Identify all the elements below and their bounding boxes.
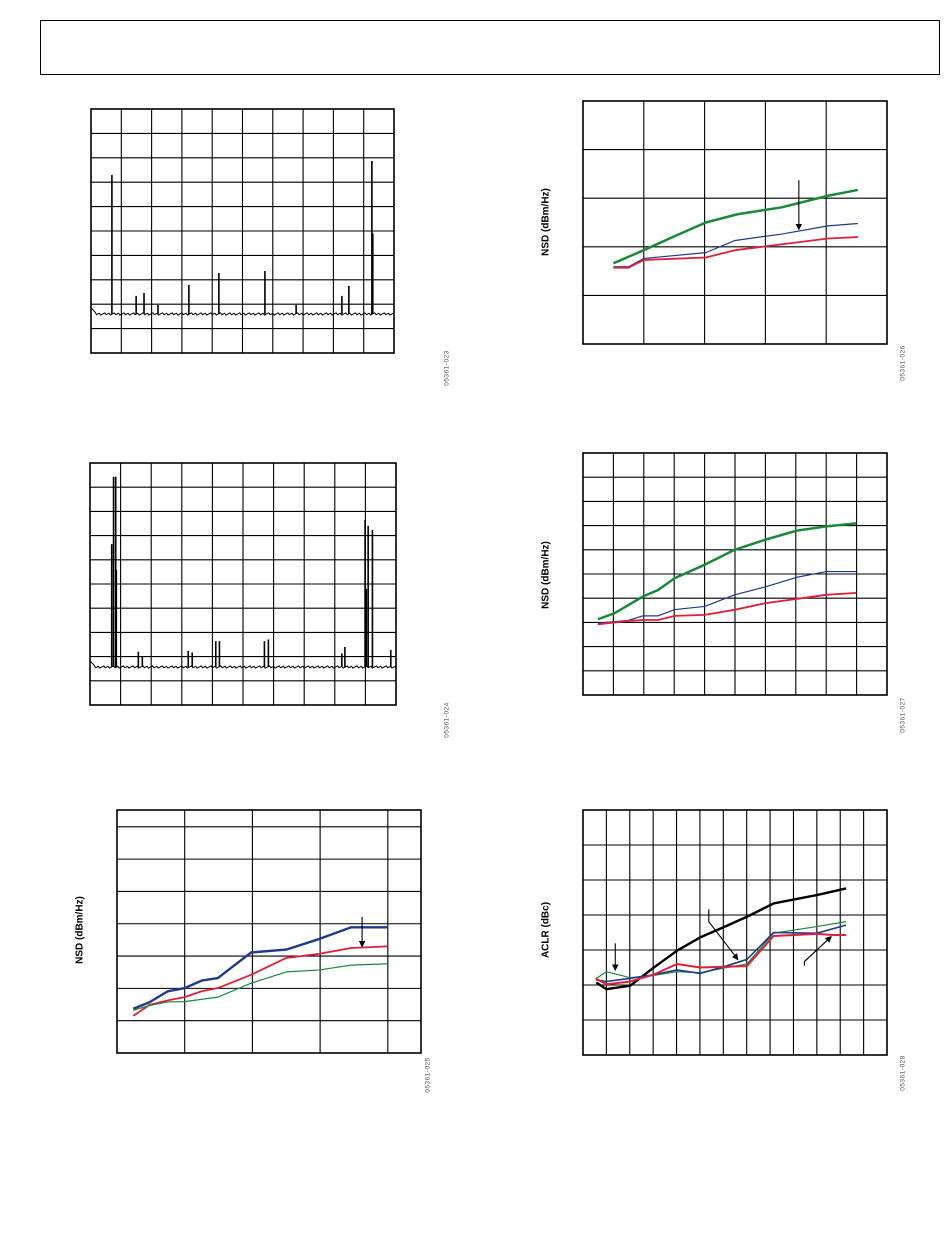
series-line-green [133,963,388,1011]
series-line-green [597,522,857,621]
series-line-blue [596,924,847,983]
series-line-black [595,887,847,991]
annotation-arrow [803,935,832,966]
noise-floor-trace [89,660,397,669]
figure-code: 05361-028 [899,1055,907,1091]
plot-border [89,462,397,706]
series-line-blue [613,222,858,268]
series-line-red [132,945,388,1017]
y-axis-label: NSD (dBm/Hz) [540,188,552,256]
chart-nsd-bottom-left [116,809,422,1054]
plot-border [582,452,888,696]
plot-border [116,809,422,1054]
y-axis-label: ACLR (dBc) [540,901,552,959]
figure-code: 05361-026 [899,345,907,381]
chart-nsd-top-right [582,100,888,345]
series-line-blue [597,570,857,624]
series-line-green [612,188,859,265]
plot-border [582,100,888,345]
series-line-blue [132,926,388,1010]
chart-spectrum-1 [90,108,395,354]
figure-code: 05361-025 [424,1057,432,1093]
plot-border [90,108,395,354]
chart-aclr-bottom-right [582,809,888,1056]
chart-nsd-mid-right [582,452,888,696]
y-axis-label: NSD (dBm/Hz) [74,896,86,964]
page-header-box [40,20,940,75]
figure-code: 05361-023 [443,350,451,386]
figure-code: 05361-027 [899,697,907,733]
annotation-arrow [708,909,739,961]
series-line-red [597,591,857,626]
chart-spectrum-2 [89,462,397,706]
figure-code: 05361-024 [443,702,451,738]
series-line-red [613,236,858,269]
noise-floor-trace [90,307,395,316]
series-line-red [595,932,847,986]
y-axis-label: NSD (dBm/Hz) [540,541,552,609]
plot-border [582,809,888,1056]
